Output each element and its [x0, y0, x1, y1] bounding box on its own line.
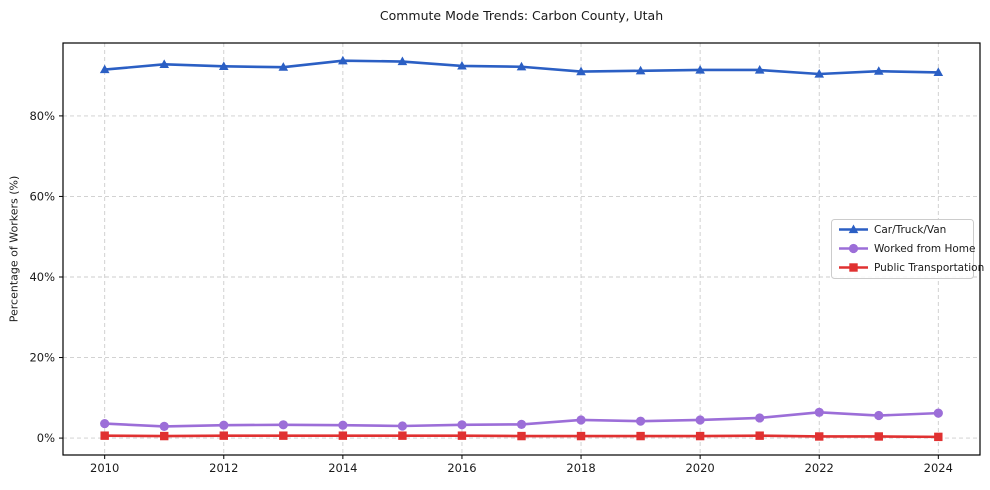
data-point-marker [576, 415, 586, 425]
x-tick-label: 2024 [924, 461, 953, 475]
data-point-marker [695, 431, 705, 441]
data-point-marker [338, 431, 348, 440]
x-tick-label: 2022 [805, 461, 834, 475]
legend-item: Worked from Home [839, 243, 975, 255]
data-point-marker [99, 64, 110, 74]
data-point-marker [219, 431, 228, 440]
data-point-marker [219, 420, 229, 430]
data-point-marker [517, 431, 526, 441]
data-point-marker [635, 65, 646, 75]
legend-sample-marker [848, 224, 859, 234]
data-point-marker [457, 431, 467, 440]
data-point-marker [218, 61, 229, 70]
legend-label: Car/Truck/Van [874, 224, 946, 236]
data-point-marker [815, 432, 824, 441]
data-point-marker [397, 421, 408, 431]
x-tick-label: 2012 [209, 461, 238, 475]
data-point-marker [398, 431, 407, 440]
x-tick-label: 2014 [328, 461, 357, 475]
legend-sample-marker [848, 243, 859, 254]
legend-label: Public Transportation [874, 262, 984, 274]
data-point-marker [457, 420, 467, 430]
legend-item: Public Transportation [839, 262, 984, 274]
data-point-marker [576, 431, 586, 441]
legend-label: Worked from Home [874, 243, 975, 255]
data-point-marker [874, 432, 883, 441]
legend-box [831, 219, 974, 279]
axes-frame [62, 42, 981, 456]
data-point-marker [814, 69, 825, 78]
data-point-marker [933, 408, 943, 418]
data-point-marker [159, 421, 169, 432]
x-tick-label: 2010 [90, 461, 119, 475]
data-point-marker [754, 64, 765, 74]
data-point-marker [516, 61, 527, 71]
data-point-marker [635, 416, 646, 426]
y-tick-label: 80% [29, 109, 55, 123]
x-tick-label: 2016 [447, 461, 476, 475]
y-tick-label: 40% [29, 270, 55, 284]
chart-title: Commute Mode Trends: Carbon County, Utah [379, 8, 664, 23]
legend-item: Car/Truck/Van [839, 224, 946, 236]
data-point-marker [933, 67, 944, 76]
data-point-marker [159, 59, 170, 68]
y-tick-label: 60% [29, 189, 55, 203]
data-point-marker [755, 431, 764, 440]
data-point-marker [873, 66, 884, 75]
x-tick-label: 2018 [566, 461, 595, 475]
x-tick-label: 2020 [685, 461, 714, 475]
data-point-marker [934, 432, 943, 442]
y-tick-label: 20% [29, 351, 55, 365]
data-point-marker [100, 418, 110, 429]
data-point-marker [695, 415, 705, 425]
data-point-marker [338, 420, 348, 430]
data-point-marker [160, 431, 169, 441]
data-point-marker [755, 413, 765, 423]
legend-sample-marker [849, 263, 858, 272]
data-point-marker [338, 55, 348, 65]
data-point-marker [874, 410, 884, 421]
data-point-marker [576, 66, 586, 76]
data-point-marker [814, 407, 824, 417]
data-point-marker [278, 62, 289, 71]
y-tick-label: 0% [37, 431, 55, 445]
data-point-marker [457, 60, 467, 70]
data-point-marker [397, 56, 408, 66]
data-point-marker [279, 431, 288, 440]
data-point-marker [695, 64, 705, 74]
data-point-marker [516, 419, 527, 429]
data-point-marker [278, 420, 288, 430]
data-point-marker [100, 431, 109, 440]
data-point-marker [636, 431, 645, 441]
legend: Car/Truck/Van Worked from Home Public Tran… [831, 219, 984, 279]
